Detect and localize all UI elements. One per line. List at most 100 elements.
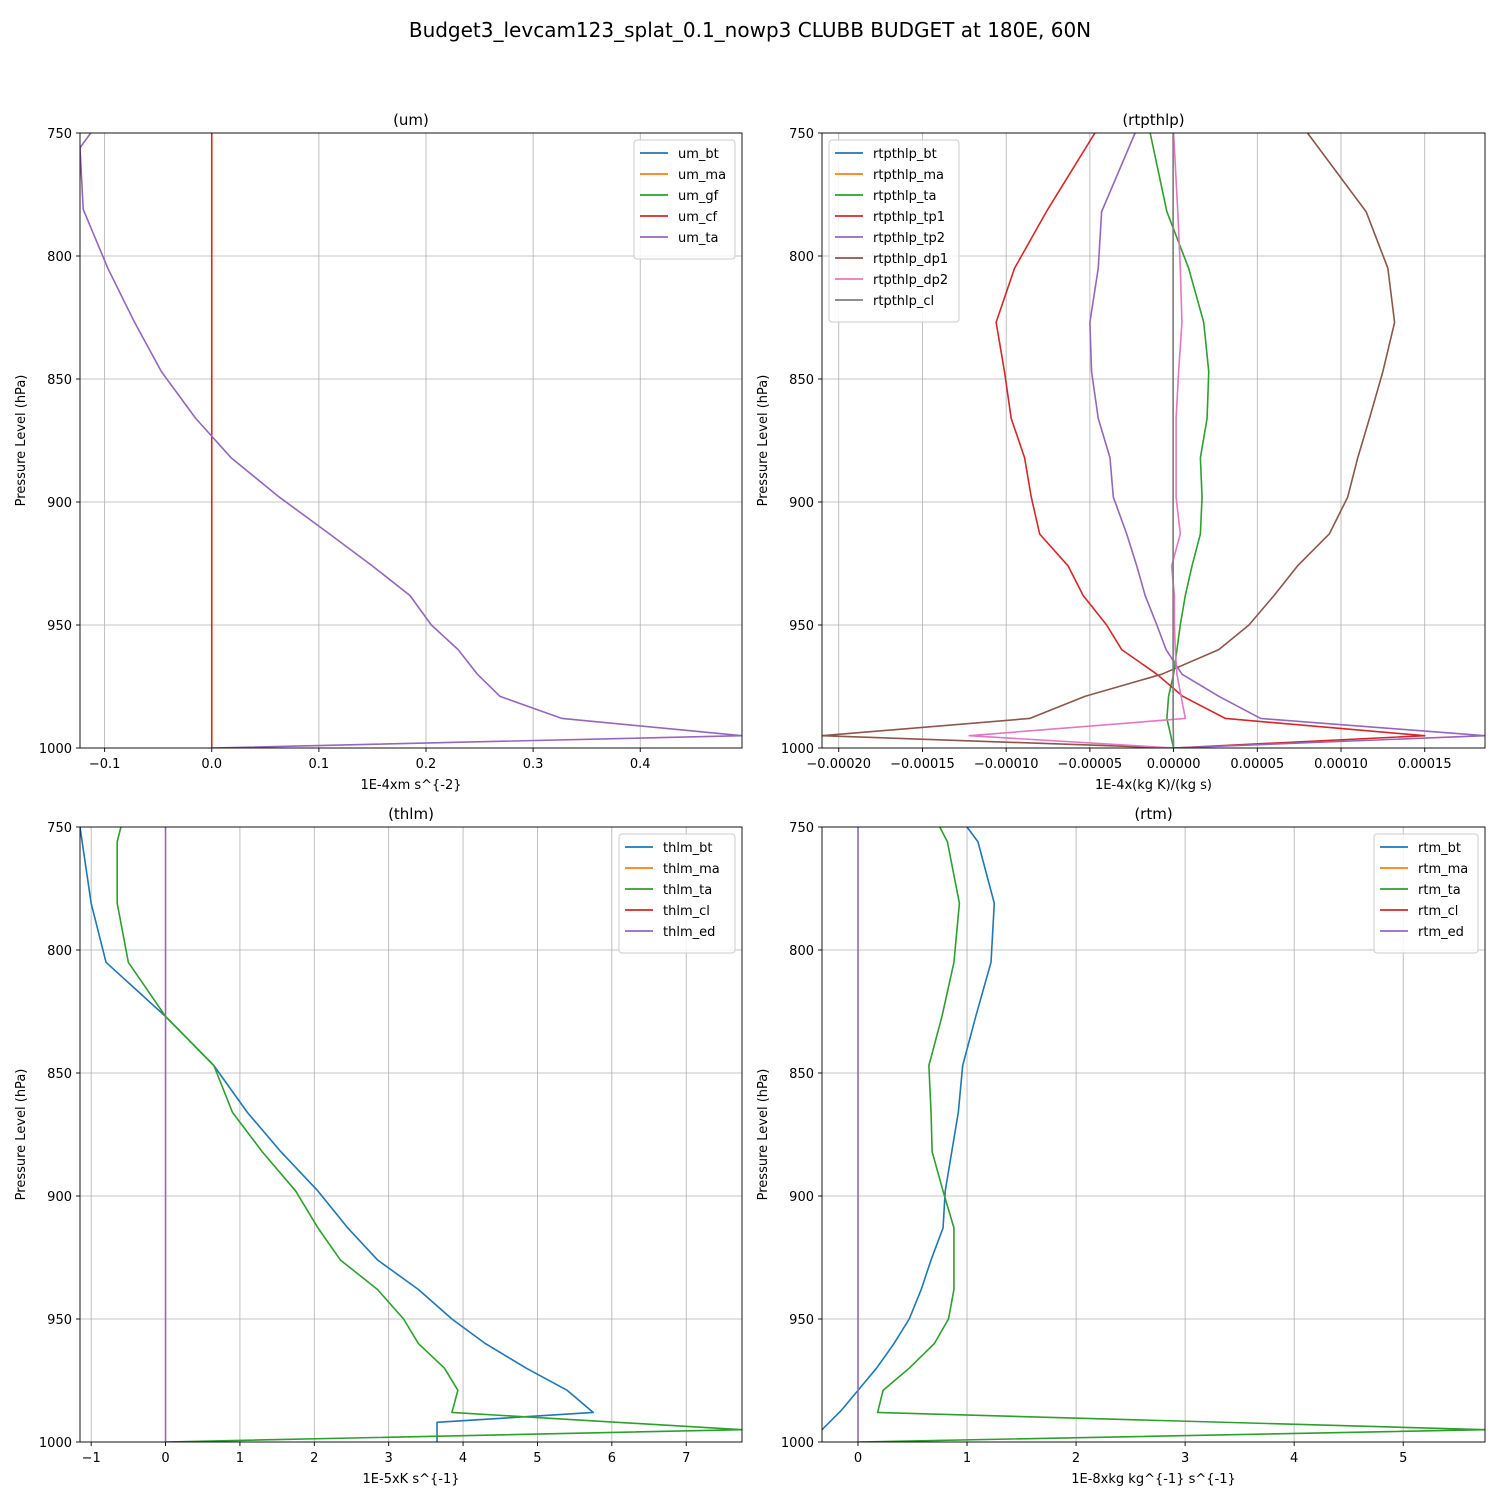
- y-tick-label: 850: [47, 1067, 72, 1082]
- series-line-rtm_bt: [822, 827, 996, 1431]
- x-tick-label: 0.2: [416, 757, 437, 772]
- y-tick-label: 800: [789, 944, 814, 959]
- y-tick-label: 850: [789, 373, 814, 388]
- x-axis-label: 1E-8xkg kg^{-1} s^{-1}: [1071, 1472, 1236, 1487]
- series-line-rtpthlp_tp1: [995, 133, 1426, 748]
- y-tick-label: 900: [47, 496, 72, 511]
- legend: rtpthlp_bt rtpthlp_ma rtpthlp_ta rtpthlp_tp…: [828, 139, 960, 323]
- legend-entry: rtpthlp_dp1: [873, 252, 948, 267]
- y-axis-label: Pressure Level (hPa): [14, 375, 29, 507]
- y-tick-label: 800: [47, 250, 72, 265]
- x-tick-label: 0.1: [309, 757, 330, 772]
- x-tick-label: 2: [310, 1451, 318, 1466]
- y-tick-label: 950: [789, 1313, 814, 1328]
- legend-entry: rtpthlp_tp1: [873, 210, 945, 225]
- x-axis-label: 1E-4xm s^{-2}: [360, 778, 461, 793]
- subplot-um: −0.1 0.0 0.1 0.2 0.3 0.4 750 800 850 900 950 1000 (u…: [14, 111, 743, 793]
- x-tick-label: −0.1: [89, 757, 121, 772]
- axes-frame: [79, 826, 743, 1443]
- x-tick-label: 3: [385, 1451, 393, 1466]
- x-tick-label: 5: [533, 1451, 541, 1466]
- x-tick-label: −0.00005: [1058, 757, 1123, 772]
- y-axis-label: Pressure Level (hPa): [756, 1069, 771, 1201]
- legend-entry: rtm_ta: [1418, 883, 1461, 898]
- x-tick-label: 6: [608, 1451, 616, 1466]
- series-line-um_ta: [80, 133, 742, 748]
- legend-entry: rtm_cl: [1418, 904, 1458, 919]
- y-axis-label: Pressure Level (hPa): [14, 1069, 29, 1201]
- legend-box: [618, 833, 736, 954]
- x-tick-label: 0.0: [201, 757, 222, 772]
- x-tick-label: 5: [1399, 1451, 1407, 1466]
- x-axis-label: 1E-5xK s^{-1}: [363, 1472, 460, 1487]
- legend-entry: rtm_ma: [1418, 862, 1468, 877]
- y-tick-label: 1000: [39, 742, 72, 757]
- x-tick-label: 0: [161, 1451, 169, 1466]
- y-tick-label: 950: [47, 1313, 72, 1328]
- legend: um_bt um_ma um_gf um_cf um_ta: [633, 139, 736, 260]
- series-line-thlm_bt: [80, 827, 595, 1442]
- x-tick-label: 1: [963, 1451, 971, 1466]
- legend-box: [828, 139, 960, 323]
- x-tick-label: 2: [1072, 1451, 1080, 1466]
- axes-frame: [821, 132, 1486, 749]
- series-lines: [80, 827, 742, 1442]
- y-tick-label: 850: [47, 373, 72, 388]
- legend-entry: um_ta: [678, 231, 718, 246]
- series-line-rtpthlp_tp2: [1089, 133, 1485, 748]
- y-tick-label: 800: [47, 944, 72, 959]
- x-tick-label: 7: [682, 1451, 690, 1466]
- subplot-title: (thlm): [388, 805, 434, 823]
- subplot-title: (rtm): [1134, 805, 1172, 823]
- x-tick-label: −0.00010: [974, 757, 1039, 772]
- x-tick-label: 0.00005: [1230, 757, 1284, 772]
- legend-box: [633, 139, 736, 260]
- x-tick-label: 1: [236, 1451, 244, 1466]
- y-tick-label: 1000: [781, 1436, 814, 1451]
- y-tick-label: 750: [789, 821, 814, 836]
- legend-entry: um_ma: [678, 168, 726, 183]
- y-tick-label: 750: [47, 127, 72, 142]
- legend-entry: rtm_bt: [1418, 841, 1461, 856]
- y-tick-label: 1000: [39, 1436, 72, 1451]
- subplot-rtm: 0 1 2 3 4 5 750 800 850 900 950 1000 (rtm) 1E-8xkg kg…: [756, 805, 1486, 1487]
- series-line-rtm_ta: [857, 827, 1485, 1442]
- legend-entry: rtpthlp_cl: [873, 294, 934, 309]
- legend-entry: thlm_ta: [663, 883, 712, 898]
- x-tick-label: 3: [1181, 1451, 1189, 1466]
- subplot-title: (um): [393, 111, 429, 129]
- y-tick-label: 900: [789, 1190, 814, 1205]
- legend-entry: thlm_cl: [663, 904, 710, 919]
- legend-entry: rtpthlp_dp2: [873, 273, 948, 288]
- y-tick-label: 950: [47, 619, 72, 634]
- legend-entry: thlm_bt: [663, 841, 712, 856]
- x-tick-label: 0.3: [523, 757, 544, 772]
- subplot-title: (rtpthlp): [1122, 111, 1184, 129]
- legend: thlm_bt thlm_ma thlm_ta thlm_cl thlm_ed: [618, 833, 736, 954]
- x-axis-label: 1E-4x(kg K)/(kg s): [1095, 778, 1212, 793]
- subplot-thlm: −1 0 1 2 3 4 5 6 7 750 800 850 900 950 1000 (thlm) 1E-5x…: [14, 805, 743, 1487]
- series-line-thlm_ta: [116, 827, 742, 1442]
- legend-entry: rtpthlp_tp2: [873, 231, 945, 246]
- series-line-rtpthlp_ta: [1149, 133, 1210, 748]
- x-tick-label: 0: [854, 1451, 862, 1466]
- legend-entry: rtm_ed: [1418, 925, 1464, 940]
- legend-entry: um_gf: [678, 189, 719, 204]
- series-line-rtpthlp_cl: [1172, 133, 1175, 748]
- legend-entry: rtpthlp_ma: [873, 168, 944, 183]
- series-lines: [822, 827, 1485, 1442]
- figure-title: Budget3_levcam123_splat_0.1_nowp3 CLUBB …: [409, 18, 1091, 42]
- legend: rtm_bt rtm_ma rtm_ta rtm_cl rtm_ed: [1373, 833, 1479, 954]
- legend-box: [1373, 833, 1479, 954]
- x-tick-label: −0.00020: [806, 757, 871, 772]
- subplot-rtpthlp: −0.00020 −0.00015 −0.00010 −0.00005 0.00000 0…: [756, 111, 1486, 793]
- y-tick-label: 850: [789, 1067, 814, 1082]
- x-tick-label: 4: [459, 1451, 467, 1466]
- series-line-rtpthlp_dp1: [822, 133, 1396, 748]
- x-tick-label: 0.00000: [1147, 757, 1201, 772]
- y-tick-label: 800: [789, 250, 814, 265]
- x-tick-label: 0.00015: [1398, 757, 1452, 772]
- y-tick-label: 750: [47, 821, 72, 836]
